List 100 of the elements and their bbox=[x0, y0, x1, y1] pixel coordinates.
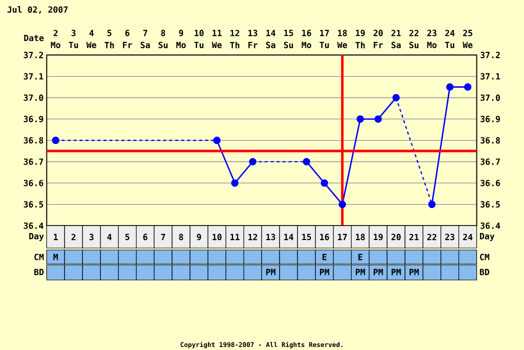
x-tick-label: 19 bbox=[374, 234, 383, 240]
text: CM bbox=[34, 254, 44, 260]
point bbox=[374, 115, 382, 123]
text: 7 bbox=[143, 30, 148, 36]
text: Mo bbox=[50, 42, 60, 48]
y2-tick-label: 36.4 bbox=[480, 222, 500, 229]
point bbox=[302, 158, 310, 166]
point bbox=[249, 158, 256, 166]
x-tick-label: 12 bbox=[248, 234, 258, 240]
text: We bbox=[212, 42, 222, 48]
text: PM bbox=[320, 268, 330, 276]
text: Tu bbox=[194, 42, 204, 48]
y-tick-label: 36.7 bbox=[24, 158, 44, 165]
text: Th bbox=[104, 42, 114, 48]
y2-tick-label: 36.9 bbox=[480, 116, 500, 122]
text: We bbox=[337, 42, 348, 48]
text: E bbox=[322, 254, 326, 260]
x-tick-label: 21 bbox=[409, 234, 419, 240]
text: 12 bbox=[230, 30, 240, 36]
text: CM bbox=[480, 254, 490, 260]
text: Fr bbox=[374, 42, 383, 48]
text: 13 bbox=[248, 30, 258, 36]
text: We bbox=[462, 42, 472, 48]
text: 6 bbox=[125, 30, 130, 36]
text: 9 bbox=[178, 30, 184, 36]
y-tick-label: 36.4 bbox=[24, 222, 44, 229]
point bbox=[392, 94, 400, 102]
point bbox=[320, 179, 328, 187]
x-tick-label: 20 bbox=[391, 234, 401, 240]
y2-tick-label: 37.1 bbox=[480, 73, 500, 80]
text: Su bbox=[409, 42, 418, 48]
text: 2 bbox=[54, 30, 58, 36]
text: Su bbox=[284, 42, 293, 48]
x-tick-label: 7 bbox=[161, 234, 166, 240]
x-tick-label: 24 bbox=[463, 234, 472, 240]
point bbox=[428, 200, 436, 208]
y-tick-label: 36.5 bbox=[24, 201, 44, 208]
text: Sa bbox=[140, 42, 150, 48]
point bbox=[464, 83, 472, 91]
point bbox=[446, 83, 454, 91]
text: 25 bbox=[463, 30, 472, 36]
text: 3 bbox=[72, 30, 76, 36]
text: 18 bbox=[338, 30, 347, 36]
text: 24 bbox=[445, 30, 455, 36]
text: Su bbox=[158, 42, 168, 48]
x-tick-label: 1 bbox=[54, 234, 58, 240]
text: Th bbox=[356, 42, 365, 48]
y2-tick-label: 37.0 bbox=[480, 94, 500, 101]
x-tick-label: 13 bbox=[266, 234, 276, 240]
x-tick-label: 9 bbox=[196, 234, 202, 240]
point bbox=[356, 115, 364, 123]
x-tick-label: 11 bbox=[230, 234, 240, 240]
text: M bbox=[53, 254, 58, 260]
x-tick-label: 4 bbox=[107, 234, 112, 240]
point bbox=[213, 136, 221, 144]
text: Tu bbox=[445, 42, 454, 48]
text: Date bbox=[24, 34, 44, 42]
point bbox=[338, 200, 346, 208]
y2-tick-label: 36.7 bbox=[480, 158, 500, 165]
text: 14 bbox=[266, 30, 276, 36]
text: Mo bbox=[302, 42, 312, 48]
y2-tick-label: 36.8 bbox=[480, 137, 500, 144]
text: 16 bbox=[302, 30, 312, 36]
text: E bbox=[358, 254, 362, 260]
text: PM bbox=[266, 268, 276, 276]
point bbox=[52, 136, 60, 144]
text: Th bbox=[230, 42, 240, 48]
text: 8 bbox=[161, 30, 166, 36]
text: Fr bbox=[248, 42, 258, 48]
text: Tu bbox=[68, 42, 78, 48]
text: PM bbox=[356, 268, 365, 276]
text: 20 bbox=[374, 30, 383, 36]
x-tick-label: 22 bbox=[427, 234, 436, 240]
y2-tick-label: 37.2 bbox=[480, 52, 500, 58]
y2-tick-label: 36.5 bbox=[480, 201, 500, 208]
y-tick-label: 37.0 bbox=[24, 94, 44, 101]
y-tick-label: 36.8 bbox=[24, 137, 44, 144]
text: Day bbox=[480, 233, 494, 241]
point bbox=[231, 179, 239, 187]
text: PM bbox=[374, 268, 383, 276]
text: 21 bbox=[391, 30, 401, 36]
x-tick-label: 17 bbox=[338, 234, 347, 240]
text: 23 bbox=[427, 30, 436, 36]
text: PM bbox=[410, 268, 419, 276]
x-tick-label: 3 bbox=[89, 234, 94, 240]
y2-tick-label: 36.6 bbox=[480, 180, 500, 186]
text: Mo bbox=[176, 42, 186, 48]
text: Mo bbox=[427, 42, 437, 48]
text: 5 bbox=[107, 30, 112, 36]
x-tick-label: 14 bbox=[284, 234, 294, 240]
x-tick-label: 18 bbox=[356, 234, 365, 240]
x-tick-label: 6 bbox=[143, 234, 148, 240]
text: Fr bbox=[122, 42, 132, 48]
x-tick-label: 16 bbox=[320, 234, 330, 240]
y-tick-label: 36.6 bbox=[24, 180, 44, 186]
text: 11 bbox=[212, 30, 222, 36]
text: 17 bbox=[320, 30, 329, 36]
x-tick-label: 5 bbox=[125, 234, 130, 240]
y-tick-label: 37.2 bbox=[24, 52, 43, 58]
text: Sa bbox=[266, 42, 276, 48]
